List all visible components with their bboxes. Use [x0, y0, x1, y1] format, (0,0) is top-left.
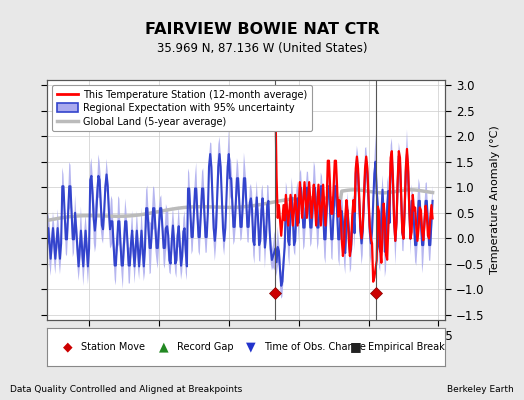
- Text: Berkeley Earth: Berkeley Earth: [447, 385, 514, 394]
- Text: ▼: ▼: [246, 340, 256, 354]
- Text: FAIRVIEW BOWIE NAT CTR: FAIRVIEW BOWIE NAT CTR: [145, 22, 379, 37]
- Text: Time of Obs. Change: Time of Obs. Change: [264, 342, 366, 352]
- Text: ■: ■: [350, 340, 362, 354]
- Y-axis label: Temperature Anomaly (°C): Temperature Anomaly (°C): [490, 126, 500, 274]
- Text: ◆: ◆: [63, 340, 73, 354]
- Legend: This Temperature Station (12-month average), Regional Expectation with 95% uncer: This Temperature Station (12-month avera…: [52, 85, 312, 131]
- Text: Station Move: Station Move: [81, 342, 145, 352]
- Text: 35.969 N, 87.136 W (United States): 35.969 N, 87.136 W (United States): [157, 42, 367, 55]
- Text: Record Gap: Record Gap: [177, 342, 233, 352]
- Text: Empirical Break: Empirical Break: [368, 342, 444, 352]
- Text: ▲: ▲: [159, 340, 168, 354]
- Text: Data Quality Controlled and Aligned at Breakpoints: Data Quality Controlled and Aligned at B…: [10, 385, 243, 394]
